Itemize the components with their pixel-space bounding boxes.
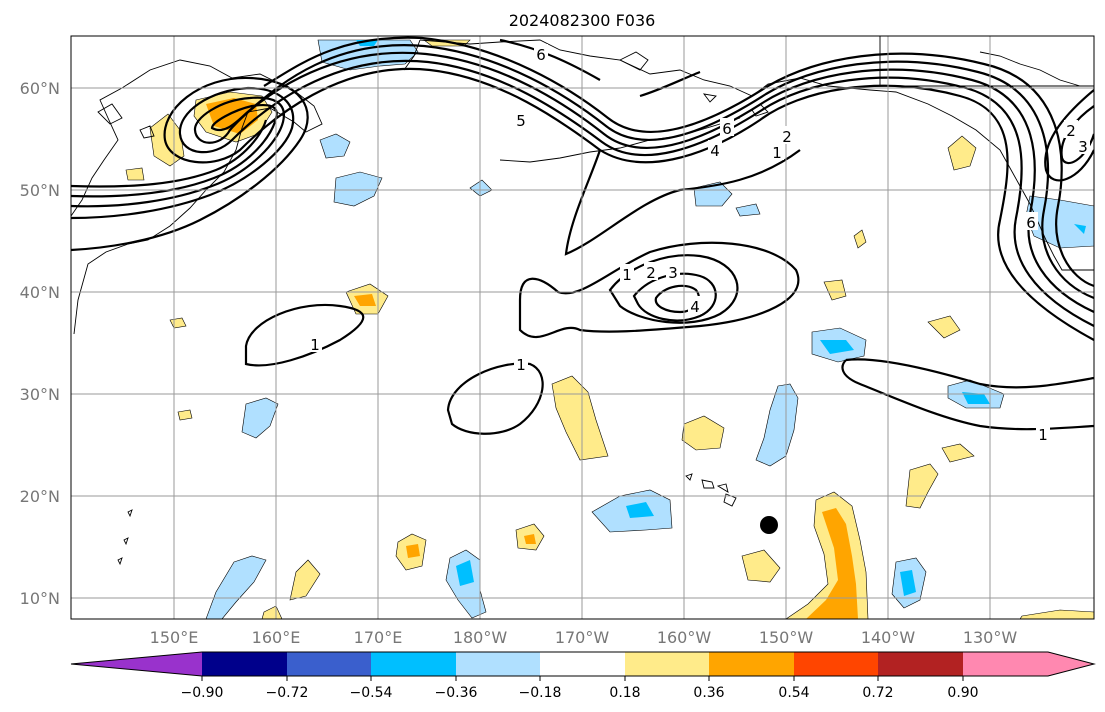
colorbar-swatch — [794, 652, 878, 676]
contour-label: 3 — [1078, 138, 1088, 156]
contour-label: 1 — [1038, 426, 1048, 444]
colorbar-label: −0.90 — [181, 685, 224, 701]
anomaly-blue — [820, 340, 854, 354]
anomaly-light-yellow — [149, 113, 185, 167]
longitude-labels: 150°E 160°E 170°E 180°W 170°W 160°W 150°… — [150, 628, 1018, 647]
anomaly-light-blue — [319, 133, 351, 159]
colorbar-label: 0.72 — [862, 685, 893, 701]
colorbar-swatch — [625, 652, 709, 676]
colorbar-extend-high — [1048, 652, 1094, 676]
colorbar: −0.90 −0.72 −0.54 −0.36 −0.18 0.18 0.36 … — [70, 651, 1096, 701]
colorbar-label: −0.72 — [266, 685, 309, 701]
lon-label: 130°W — [963, 628, 1018, 647]
anomaly-light-yellow — [941, 443, 975, 463]
anomaly-blue — [626, 502, 654, 518]
contour-label: 3 — [668, 264, 678, 282]
contour-label: 5 — [516, 112, 526, 130]
lat-label: 50°N — [20, 181, 60, 200]
anomaly-light-blue — [241, 397, 279, 439]
contour-label: 2 — [1066, 122, 1076, 140]
contour-label: 1 — [516, 356, 526, 374]
lon-label: 170°E — [354, 628, 403, 647]
anomaly-light-yellow — [177, 409, 193, 421]
shaded-anomalies — [125, 39, 1094, 619]
colorbar-label: 0.36 — [693, 685, 724, 701]
lon-label: 170°W — [555, 628, 610, 647]
anomaly-light-yellow — [261, 605, 283, 619]
lon-label: 160°E — [252, 628, 301, 647]
anomaly-light-yellow — [289, 559, 321, 601]
colorbar-label: −0.18 — [519, 685, 562, 701]
colorbar-ticks — [201, 676, 964, 681]
colorbar-label: 0.18 — [609, 685, 640, 701]
lat-label: 20°N — [20, 487, 60, 506]
anomaly-light-yellow — [853, 229, 867, 249]
anomaly-light-yellow — [823, 279, 847, 301]
lat-label: 10°N — [20, 589, 60, 608]
colorbar-label: −0.54 — [350, 685, 393, 701]
lon-label: 150°E — [150, 628, 199, 647]
anomaly-light-blue — [333, 171, 383, 207]
anomaly-orange — [406, 544, 420, 558]
anomaly-light-yellow — [927, 315, 961, 339]
lon-label: 140°W — [861, 628, 916, 647]
contour-label: 4 — [690, 298, 700, 316]
latitude-labels: 60°N 50°N 40°N 30°N 20°N 10°N — [20, 79, 60, 608]
lon-label: 150°W — [759, 628, 814, 647]
contour-label: 2 — [782, 128, 792, 146]
colorbar-swatch — [963, 652, 1048, 676]
anomaly-orange — [806, 508, 858, 619]
storm-position-marker — [760, 516, 778, 534]
colorbar-swatch — [540, 652, 625, 676]
colorbar-swatch — [202, 652, 287, 676]
anomaly-blue — [900, 570, 916, 596]
map-title: 2024082300 F036 — [509, 11, 656, 30]
colorbar-label: 0.54 — [778, 685, 809, 701]
contour-label: 1 — [772, 144, 782, 162]
contour-label: 1 — [622, 266, 632, 284]
anomaly-blue — [456, 560, 474, 586]
anomaly-light-yellow — [741, 549, 781, 583]
colorbar-label: 0.90 — [947, 685, 978, 701]
contour-label: 6 — [536, 46, 546, 64]
anomaly-light-yellow — [125, 167, 145, 181]
anomaly-orange — [354, 294, 376, 306]
anomaly-light-blue — [205, 555, 267, 619]
lon-label: 180°W — [453, 628, 508, 647]
anomaly-orange — [524, 534, 536, 544]
lat-label: 60°N — [20, 79, 60, 98]
colorbar-swatch — [371, 652, 456, 676]
colorbar-extend-low — [71, 652, 202, 676]
lat-label: 40°N — [20, 283, 60, 302]
lat-label: 30°N — [20, 385, 60, 404]
contour-label: 6 — [722, 120, 732, 138]
anomaly-light-yellow — [947, 135, 977, 171]
anomaly-light-blue — [755, 383, 799, 467]
anomaly-light-yellow — [905, 463, 939, 509]
contour-label: 4 — [710, 142, 720, 160]
colorbar-swatch — [709, 652, 794, 676]
colorbar-label: −0.36 — [435, 685, 478, 701]
contour-label: 2 — [646, 264, 656, 282]
colorbar-swatch — [456, 652, 540, 676]
contour-labels: 6 5 6 4 2 1 1 2 3 4 1 1 1 6 — [308, 44, 1090, 444]
lon-label: 160°W — [657, 628, 712, 647]
anomaly-light-blue — [735, 203, 761, 217]
anomaly-blue — [962, 392, 990, 404]
anomaly-light-yellow — [681, 415, 725, 451]
map-frame — [70, 35, 1095, 620]
contour-label: 6 — [1026, 214, 1036, 232]
map-area: 6 5 6 4 2 1 1 2 3 4 1 1 1 6 — [70, 35, 1095, 620]
anomaly-blue — [1074, 224, 1086, 234]
anomaly-light-yellow — [551, 375, 609, 461]
contour-label: 1 — [310, 336, 320, 354]
colorbar-swatch — [287, 652, 371, 676]
colorbar-swatch — [878, 652, 963, 676]
